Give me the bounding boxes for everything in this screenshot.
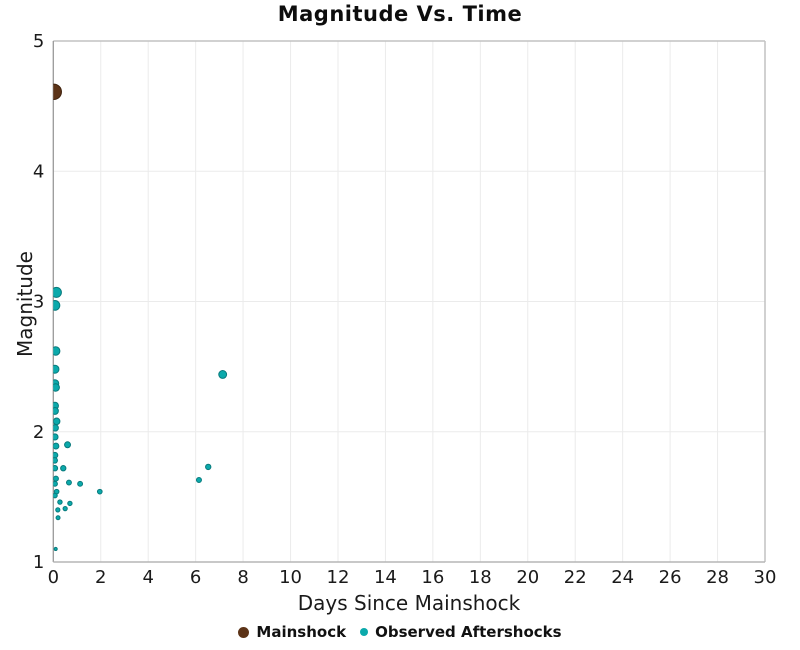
x-tick-label: 22	[564, 567, 587, 588]
aftershock-point	[62, 505, 68, 512]
x-tick-label: 6	[190, 567, 201, 588]
x-tick-label: 12	[327, 567, 350, 588]
aftershock-point	[53, 465, 59, 472]
legend-marker-icon	[238, 626, 250, 638]
aftershock-point	[53, 286, 62, 298]
mainshock-point	[53, 83, 62, 101]
y-tick-label: 3	[33, 292, 44, 313]
x-tick-label: 16	[421, 567, 444, 588]
x-tick-label: 26	[659, 567, 682, 588]
aftershock-point	[55, 515, 61, 521]
y-tick-label: 2	[33, 422, 44, 443]
aftershock-point	[53, 346, 61, 356]
x-tick-label: 18	[469, 567, 492, 588]
aftershock-point	[205, 463, 212, 471]
aftershock-point	[53, 457, 58, 464]
aftershock-point	[60, 465, 67, 472]
aftershock-point	[57, 499, 63, 505]
x-tick-label: 10	[279, 567, 302, 588]
x-tick-label: 8	[237, 567, 248, 588]
aftershock-point	[53, 442, 60, 450]
aftershock-point	[53, 480, 58, 487]
x-tick-label: 0	[48, 567, 59, 588]
aftershock-point	[53, 364, 60, 374]
aftershock-point	[96, 488, 103, 495]
aftershock-point	[53, 300, 61, 311]
x-tick-label: 14	[374, 567, 397, 588]
aftershock-point	[53, 492, 58, 499]
aftershock-point	[53, 417, 61, 426]
aftershock-point	[218, 370, 228, 379]
data-points-layer	[53, 83, 228, 552]
aftershock-point	[53, 546, 58, 552]
aftershock-point	[55, 507, 61, 513]
x-axis-label: Days Since Mainshock	[297, 591, 521, 615]
x-tick-label: 2	[95, 567, 106, 588]
x-tick-label: 30	[754, 567, 777, 588]
legend-label: Observed Aftershocks	[375, 623, 562, 641]
aftershock-point	[53, 406, 59, 415]
y-tick-label: 5	[33, 31, 44, 52]
x-tick-label: 24	[611, 567, 634, 588]
aftershock-point	[77, 480, 84, 487]
aftershock-point	[67, 500, 73, 507]
aftershock-point	[53, 475, 59, 482]
x-tick-label: 4	[142, 567, 153, 588]
y-tick-label: 4	[33, 161, 44, 182]
legend-marker-icon	[360, 628, 369, 636]
aftershock-point	[65, 479, 72, 486]
legend-item: Observed Aftershocks	[360, 623, 562, 641]
aftershock-point	[64, 441, 72, 449]
x-tick-label: 20	[516, 567, 539, 588]
aftershock-point	[53, 433, 59, 441]
y-tick-label: 1	[33, 552, 44, 573]
legend-label: Mainshock	[256, 623, 347, 641]
x-tick-label: 28	[706, 567, 729, 588]
aftershock-point	[195, 476, 202, 483]
chart-title: Magnitude Vs. Time	[277, 2, 523, 26]
legend: Mainshock Observed Aftershocks	[0, 623, 800, 641]
aftershock-point	[53, 383, 60, 392]
legend-item: Mainshock	[238, 623, 346, 641]
aftershock-point	[53, 424, 59, 432]
